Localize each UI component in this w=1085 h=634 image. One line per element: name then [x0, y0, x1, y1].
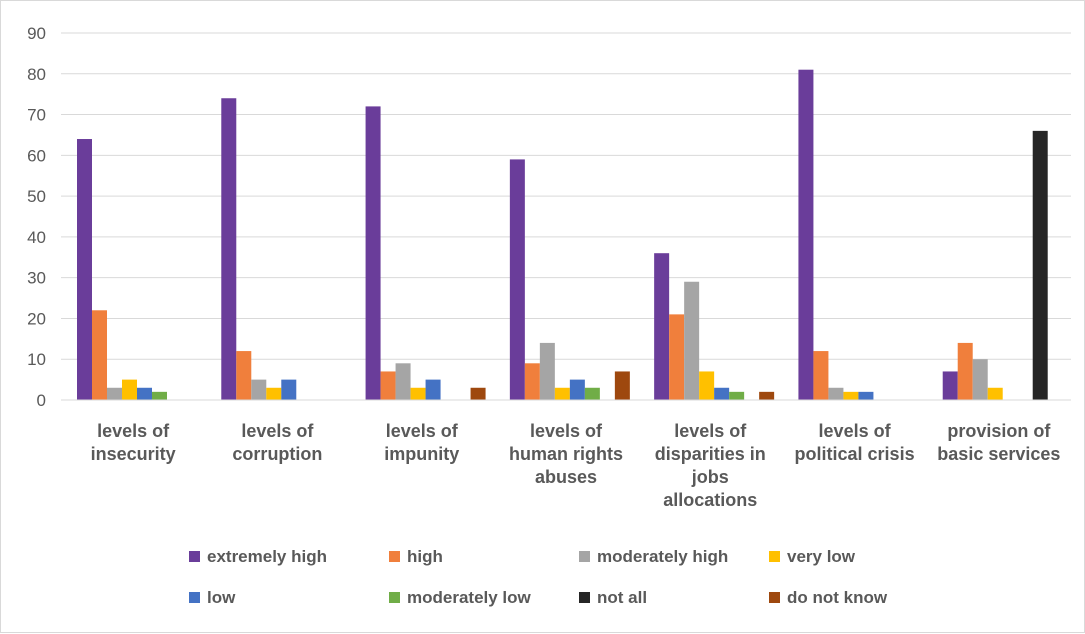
y-tick-label: 90 [27, 24, 46, 43]
bar-moderately-low-4 [729, 391, 745, 400]
legend-label: very low [787, 547, 856, 566]
bar-moderately-high-2 [395, 363, 411, 400]
legend-item-not-all: not all [579, 588, 647, 607]
bar-do-not-know-2 [470, 387, 486, 400]
category-label: levels of human rights abuses [509, 421, 623, 487]
y-tick-label: 50 [27, 187, 46, 206]
bar-moderately-high-0 [107, 387, 122, 400]
category-label: levels of disparities in jobs allocations [655, 421, 766, 510]
bar-high-0 [92, 310, 107, 400]
bar-very-low-0 [122, 379, 137, 400]
bar-extremely-high-5 [798, 69, 814, 400]
bar-high-2 [380, 371, 396, 400]
legend-swatch [389, 592, 400, 603]
y-tick-label: 0 [37, 391, 46, 410]
legend-swatch [189, 551, 200, 562]
bar-extremely-high-2 [365, 106, 381, 401]
legend-label: extremely high [207, 547, 327, 566]
bar-high-3 [524, 363, 540, 400]
legend-item-moderately-high: moderately high [579, 547, 728, 566]
x-axis-category-labels: levels of insecurity levels of corruption le… [91, 421, 1061, 510]
legend-label: moderately high [597, 547, 728, 566]
legend-label: do not know [787, 588, 888, 607]
bar-moderately-high-5 [828, 387, 844, 400]
bar-extremely-high-0 [77, 139, 92, 400]
bar-high-5 [813, 351, 829, 400]
bar-extremely-high-1 [221, 98, 237, 400]
legend-item-moderately-low: moderately low [389, 588, 532, 607]
bar-very-low-5 [843, 391, 859, 400]
bar-low-0 [137, 387, 152, 400]
legend-swatch [389, 551, 400, 562]
bar-very-low-2 [410, 387, 426, 400]
bar-low-4 [714, 387, 730, 400]
bar-high-4 [669, 314, 685, 400]
legend-label: high [407, 547, 443, 566]
legend-swatch [189, 592, 200, 603]
legend-item-do-not-know: do not know [769, 588, 888, 607]
bar-low-3 [569, 379, 585, 400]
gridlines [61, 32, 1071, 360]
bar-moderately-high-6 [972, 359, 988, 400]
bar-high-6 [957, 342, 973, 400]
category-label: levels of impunity [384, 421, 459, 464]
y-tick-label: 20 [27, 309, 46, 328]
bar-high-1 [236, 351, 252, 400]
bar-not-all-6 [1032, 130, 1048, 400]
legend-swatch [579, 551, 590, 562]
bar-low-2 [425, 379, 441, 400]
bar-low-5 [858, 391, 874, 400]
y-tick-label: 60 [27, 146, 46, 165]
y-tick-label: 40 [27, 228, 46, 247]
category-label: levels of insecurity [91, 421, 176, 464]
bars [77, 69, 1048, 401]
y-tick-label: 80 [27, 65, 46, 84]
y-tick-label: 10 [27, 350, 46, 369]
bar-extremely-high-6 [942, 371, 958, 400]
legend-item-low: low [189, 588, 236, 607]
legend-label: low [207, 588, 236, 607]
legend-swatch [769, 551, 780, 562]
bar-moderately-low-3 [584, 387, 600, 400]
bar-extremely-high-3 [509, 159, 525, 400]
bar-moderately-high-4 [684, 281, 700, 400]
bar-low-1 [281, 379, 297, 400]
bar-do-not-know-4 [759, 391, 775, 400]
legend-item-extremely-high: extremely high [189, 547, 327, 566]
legend-swatch [769, 592, 780, 603]
bar-very-low-4 [699, 371, 715, 400]
bar-moderately-high-1 [251, 379, 267, 400]
y-tick-label: 30 [27, 269, 46, 288]
bar-very-low-6 [987, 387, 1003, 400]
category-label: provision of basic services [937, 421, 1060, 464]
legend-item-high: high [389, 547, 443, 566]
bar-moderately-high-3 [539, 342, 555, 400]
bar-moderately-low-0 [152, 391, 167, 400]
legend-label: moderately low [407, 588, 532, 607]
legend-item-very-low: very low [769, 547, 856, 566]
bar-very-low-3 [554, 387, 570, 400]
bar-extremely-high-4 [654, 253, 670, 400]
y-tick-label: 70 [27, 106, 46, 125]
bar-do-not-know-3 [614, 371, 630, 400]
category-label: levels of political crisis [795, 421, 915, 464]
legend-swatch [579, 592, 590, 603]
y-axis-ticks: 0 10 20 30 40 50 60 70 80 90 [27, 24, 46, 410]
bar-very-low-1 [266, 387, 282, 400]
category-label: levels of corruption [232, 421, 322, 464]
legend: extremely high high moderately high very lo… [189, 547, 888, 607]
legend-label: not all [597, 588, 647, 607]
